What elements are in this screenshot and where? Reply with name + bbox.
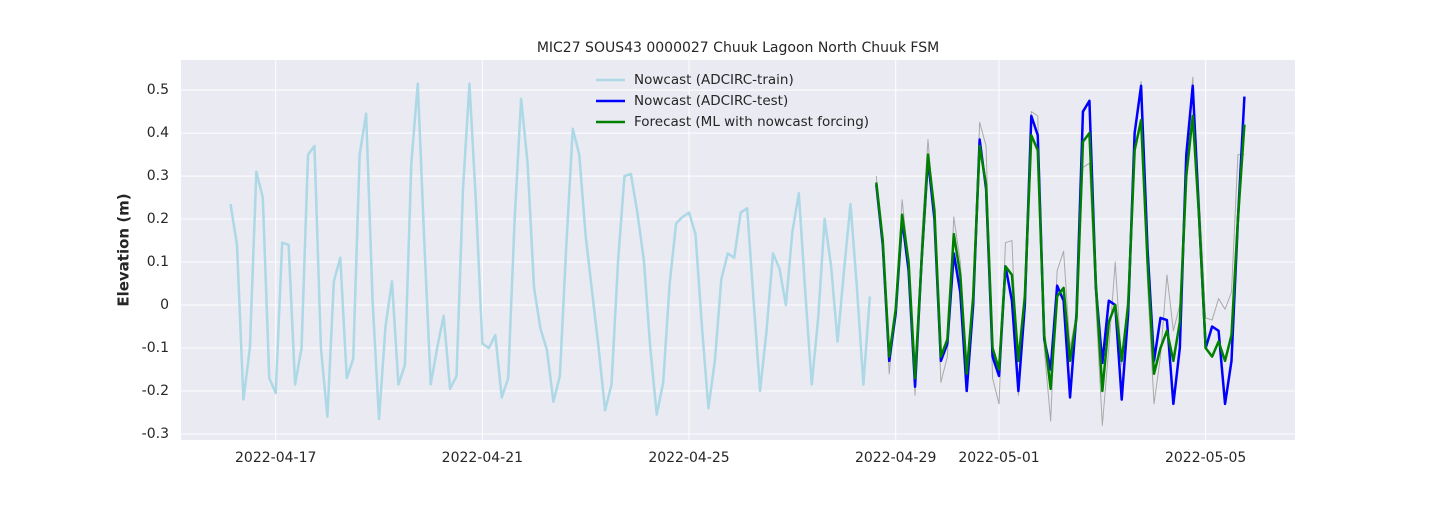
legend: Nowcast (ADCIRC-train) Nowcast (ADCIRC-te…	[596, 72, 869, 130]
legend-label: Forecast (ML with nowcast forcing)	[634, 114, 869, 130]
x-tick-label: 2022-04-17	[235, 450, 316, 466]
series-line	[229, 82, 872, 421]
y-tick-label: 0.3	[147, 168, 169, 184]
y-tick-label: 0.5	[147, 82, 169, 98]
y-tick-label: 0.4	[147, 125, 169, 141]
lines	[229, 76, 1246, 426]
y-tick-label: -0.1	[142, 340, 169, 356]
legend-label: Nowcast (ADCIRC-train)	[634, 72, 794, 88]
x-tick-label: 2022-04-25	[648, 450, 729, 466]
x-tick-label: 2022-05-05	[1165, 450, 1246, 466]
y-axis-label: Elevation (m)	[115, 193, 133, 306]
y-tick-label: -0.2	[142, 383, 169, 399]
chart-title: MIC27 SOUS43 0000027 Chuuk Lagoon North …	[537, 40, 939, 56]
y-tick-label: -0.3	[142, 426, 169, 442]
legend-label: Nowcast (ADCIRC-test)	[634, 93, 788, 109]
x-tick-label: 2022-04-29	[855, 450, 936, 466]
y-tick-label: 0.1	[147, 254, 169, 270]
y-tick-label: 0	[160, 297, 169, 313]
y-tick-label: 0.2	[147, 211, 169, 227]
x-tick-label: 2022-04-21	[442, 450, 523, 466]
series-line	[875, 114, 1246, 393]
x-tick-label: 2022-05-01	[958, 450, 1039, 466]
